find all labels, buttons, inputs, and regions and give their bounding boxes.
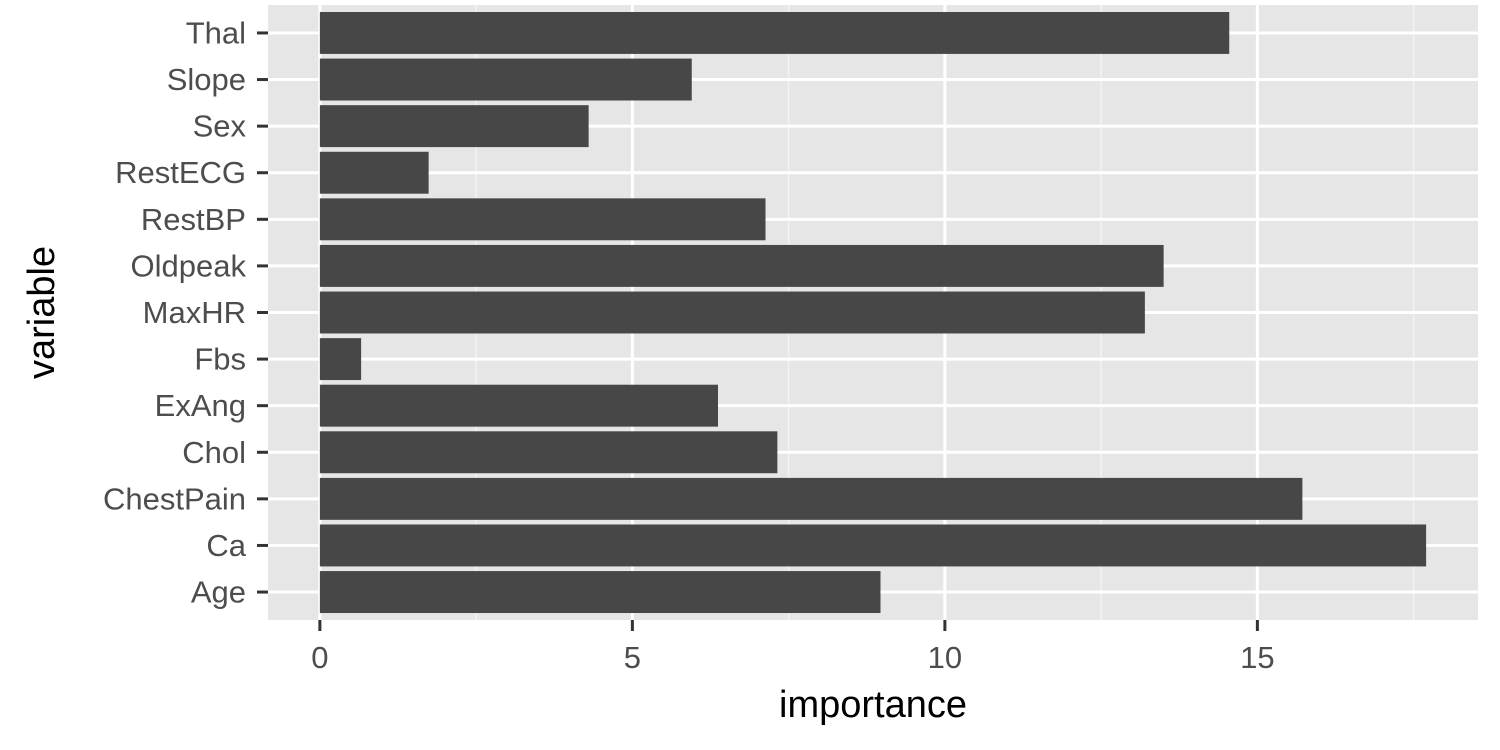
y-tick-label: Sex: [193, 109, 247, 144]
x-tick-label: 15: [1240, 640, 1274, 675]
y-axis-title: variable: [21, 246, 63, 379]
x-axis-title: importance: [779, 684, 967, 726]
bar-chol: [319, 431, 778, 474]
bar-slope: [319, 58, 692, 101]
bar-chestpain: [319, 477, 1303, 520]
y-tick-label: Thal: [186, 15, 246, 50]
bar-fbs: [319, 338, 362, 381]
y-tick-label: Slope: [167, 62, 246, 97]
bar-oldpeak: [319, 244, 1164, 287]
y-tick-label: MaxHR: [143, 295, 246, 330]
bar-maxhr: [319, 291, 1145, 334]
y-tick-label: ChestPain: [103, 481, 246, 516]
bar-ca: [319, 524, 1427, 567]
bar-thal: [319, 11, 1230, 54]
y-axis: Age Ca ChestPain Chol ExAng Fbs MaxHR Oldpeak Re…: [103, 15, 268, 610]
bars: [319, 11, 1427, 614]
y-tick-label: ExAng: [155, 388, 246, 423]
y-tick-label: RestBP: [141, 202, 246, 237]
y-tick-label: RestECG: [115, 155, 246, 190]
y-tick-label: Age: [191, 575, 246, 610]
x-tick-label: 0: [311, 640, 328, 675]
y-tick-label: Fbs: [194, 342, 246, 377]
bar-restbp: [319, 198, 766, 241]
bar-sex: [319, 105, 589, 148]
bar-exang: [319, 384, 718, 427]
y-tick-label: Oldpeak: [131, 248, 247, 283]
y-tick-label: Chol: [182, 435, 246, 470]
x-tick-label: 10: [928, 640, 962, 675]
x-tick-label: 5: [624, 640, 641, 675]
bar-age: [319, 571, 881, 614]
bar-restecg: [319, 151, 429, 194]
y-tick-label: Ca: [206, 528, 246, 563]
x-axis: 0 5 10 15: [311, 620, 1275, 675]
